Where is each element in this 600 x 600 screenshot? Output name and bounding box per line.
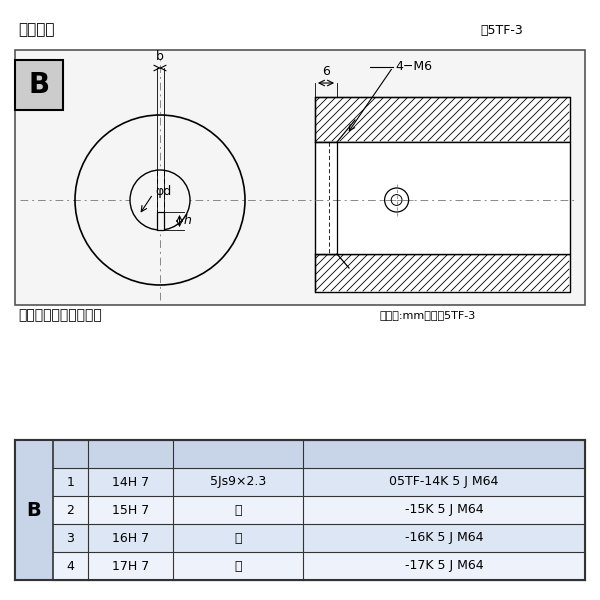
Text: No.: No.	[60, 448, 81, 461]
Text: B: B	[26, 500, 41, 520]
Bar	[53, 496, 585, 524]
Text: 軸穴形状: 軸穴形状	[18, 22, 55, 37]
Bar	[315, 142, 570, 254]
Text: 14H 7: 14H 7	[112, 475, 149, 488]
Bar	[53, 440, 585, 468]
Text: 15H 7: 15H 7	[112, 503, 149, 517]
Bar	[15, 440, 53, 580]
Text: 図5TF-3: 図5TF-3	[480, 23, 523, 37]
Text: 16H 7: 16H 7	[112, 532, 149, 545]
Text: 1: 1	[67, 475, 74, 488]
Text: （単位:mm）　表5TF-3: （単位:mm） 表5TF-3	[380, 310, 476, 320]
Text: 〃: 〃	[234, 503, 242, 517]
Text: 6: 6	[322, 65, 330, 78]
Text: -17K 5 J M64: -17K 5 J M64	[404, 559, 484, 572]
Text: -15K 5 J M64: -15K 5 J M64	[404, 503, 484, 517]
Text: 4−M6: 4−M6	[395, 61, 432, 73]
Text: 05TF-14K 5 J M64: 05TF-14K 5 J M64	[389, 475, 499, 488]
Text: 〃: 〃	[234, 559, 242, 572]
Circle shape	[130, 170, 190, 230]
Bar	[315, 254, 570, 292]
Text: h: h	[184, 214, 191, 227]
Bar	[15, 50, 585, 305]
Bar	[53, 524, 585, 552]
Bar	[15, 60, 63, 110]
Text: コード No.: コード No.	[421, 448, 467, 461]
Bar	[15, 440, 585, 580]
Text: 2: 2	[67, 503, 74, 517]
Text: 〃: 〃	[234, 532, 242, 545]
Text: 3: 3	[67, 532, 74, 545]
Text: 4: 4	[67, 559, 74, 572]
Bar	[53, 552, 585, 580]
Text: B: B	[28, 71, 50, 99]
Text: -16K 5 J M64: -16K 5 J M64	[405, 532, 483, 545]
Text: b×h: b×h	[225, 448, 251, 461]
Text: 軸穴形状コードー覧表: 軸穴形状コードー覧表	[18, 308, 102, 322]
Bar	[157, 212, 163, 230]
Text: 17H 7: 17H 7	[112, 559, 149, 572]
Text: φd: φd	[122, 448, 139, 461]
Bar	[315, 97, 570, 142]
Text: 5Js9×2.3: 5Js9×2.3	[210, 475, 266, 488]
Text: φd: φd	[155, 185, 171, 199]
Text: b: b	[156, 50, 164, 63]
Bar	[53, 468, 585, 496]
